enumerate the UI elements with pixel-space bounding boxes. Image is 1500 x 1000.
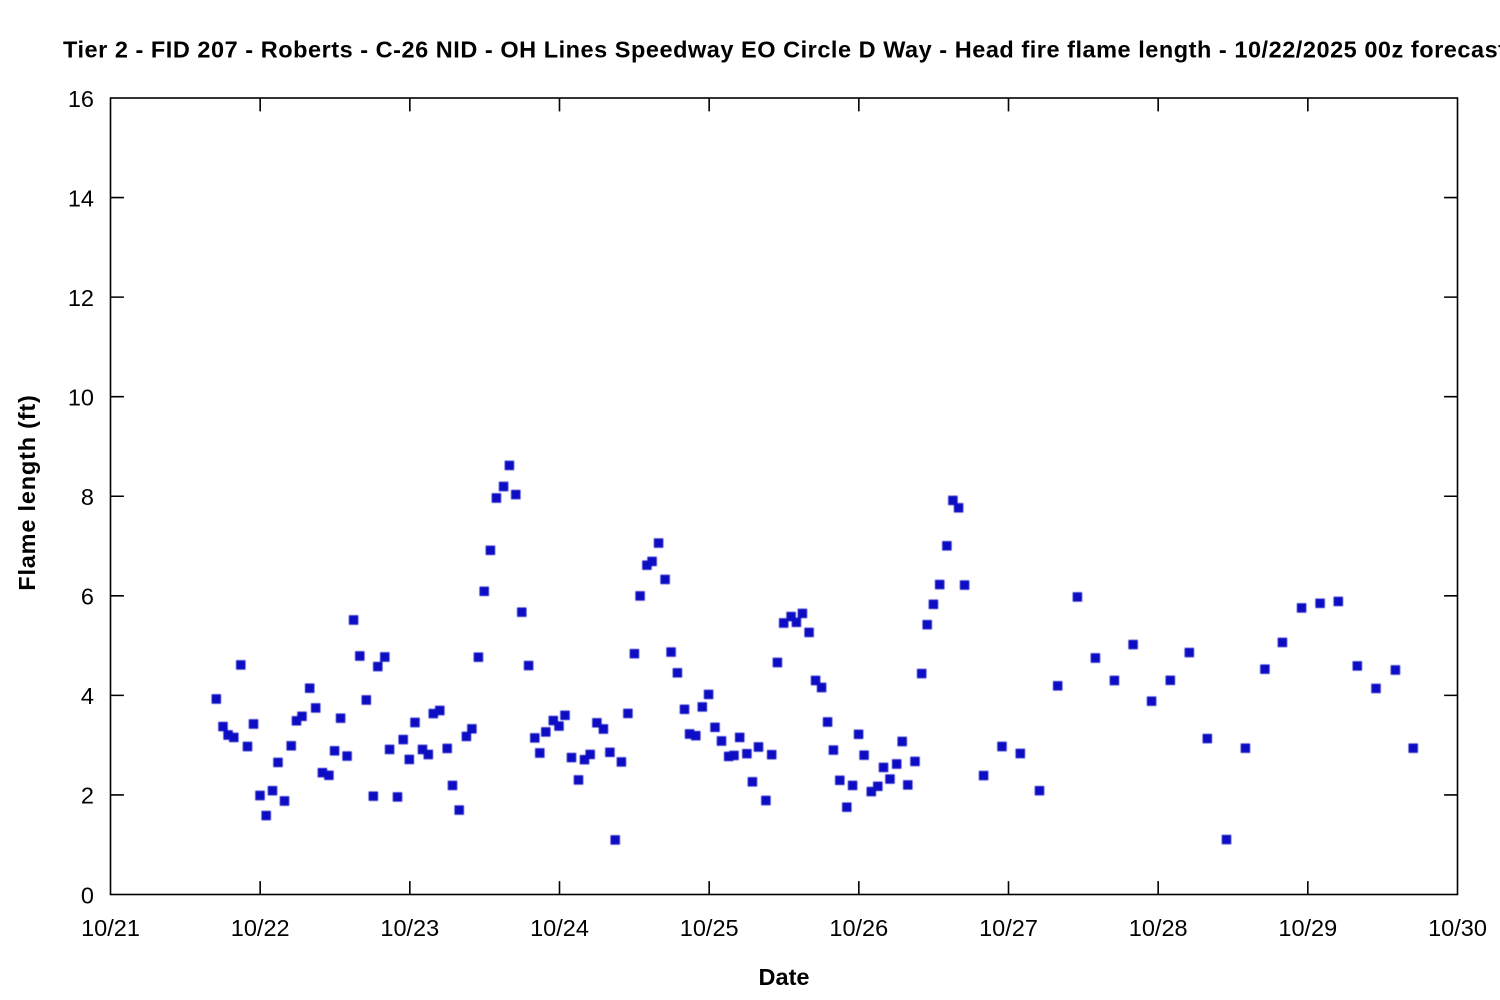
svg-text:14: 14 — [68, 185, 94, 211]
svg-text:10/26: 10/26 — [829, 915, 888, 941]
svg-text:12: 12 — [68, 285, 94, 311]
svg-text:10/23: 10/23 — [380, 915, 439, 941]
svg-text:10/25: 10/25 — [680, 915, 739, 941]
svg-text:Date: Date — [759, 964, 810, 990]
svg-text:Flame length (ft): Flame length (ft) — [14, 394, 40, 590]
svg-text:Tier 2 - FID 207 - Roberts - C: Tier 2 - FID 207 - Roberts - C-26 NID - … — [63, 37, 1500, 63]
svg-text:10/21: 10/21 — [81, 915, 140, 941]
svg-text:0: 0 — [81, 882, 94, 908]
svg-text:10/30: 10/30 — [1428, 915, 1487, 941]
svg-text:10: 10 — [68, 385, 94, 411]
svg-text:4: 4 — [81, 683, 94, 709]
svg-text:10/29: 10/29 — [1278, 915, 1337, 941]
svg-text:10/27: 10/27 — [979, 915, 1038, 941]
svg-text:10/22: 10/22 — [231, 915, 290, 941]
svg-text:2: 2 — [81, 783, 94, 809]
svg-text:10/24: 10/24 — [530, 915, 589, 941]
svg-text:10/28: 10/28 — [1129, 915, 1188, 941]
svg-text:16: 16 — [68, 86, 94, 112]
svg-text:8: 8 — [81, 484, 94, 510]
svg-text:6: 6 — [81, 584, 94, 610]
